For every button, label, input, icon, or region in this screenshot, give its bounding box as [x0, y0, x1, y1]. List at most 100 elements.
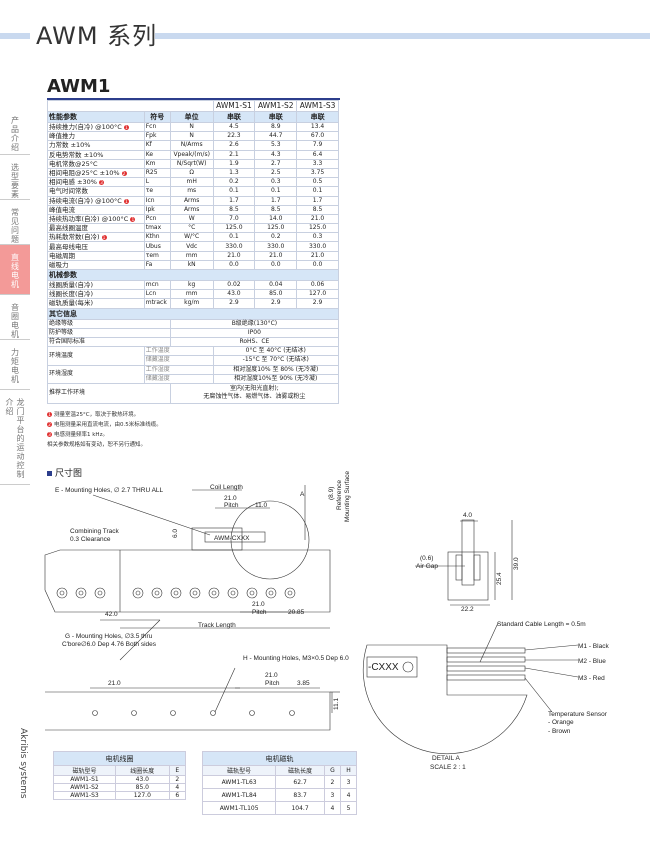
mounting-hole-inner: [268, 590, 274, 596]
cell: 62.7: [275, 775, 325, 789]
perf-header-row: 性能参数 符号 单位 串联 串联 串联: [47, 111, 339, 123]
cell: 2: [168, 775, 187, 784]
symbol: Km: [143, 158, 171, 169]
value: 125.0: [296, 223, 339, 234]
column-header: H: [340, 765, 357, 776]
sidebar-item[interactable]: 直线电机: [0, 245, 30, 295]
label-pitch-2: Pitch: [252, 609, 267, 616]
sidebar-item-label: 直线电机: [10, 253, 20, 289]
table-row: 持续电流(自冷) @100°C 1 Icn Arms 1.7 1.7 1.7: [47, 195, 339, 206]
cell: AWM1-TL84: [201, 788, 277, 802]
label-detail-a: DETAIL A: [432, 755, 460, 762]
label-42: 42.0: [105, 611, 118, 618]
value: 0.1: [296, 186, 339, 197]
label-pitch: Pitch: [224, 502, 239, 509]
spec-table: AWM1-S1 AWM1-S2 AWM1-S3 性能参数 符号 单位 串联 串联 串联 持续推力(…: [47, 100, 340, 404]
note: 相关参数规格如有变动，恕不另行通知。: [47, 442, 147, 448]
label-h-holes: H - Mounting Holes, M3×0.5 Dep 6.0: [243, 655, 349, 662]
section-body: [447, 551, 489, 601]
table-row: 最高线圈温度 tmax °C 125.0 125.0 125.0: [47, 223, 339, 234]
page-title: AWM 系列: [36, 22, 158, 50]
table-row: 力常数 ±10% Kf N/Arms 2.6 5.3 7.9: [47, 140, 339, 151]
mounting-hole: [246, 587, 258, 599]
label-22-2: 22.2: [461, 606, 474, 613]
label-pitch-val: 21.0: [224, 495, 237, 502]
sidebar-item-label: 常见问题: [10, 208, 20, 244]
table-row: AWM1-TL84 83.7 3 4: [201, 788, 357, 802]
mounting-hole: [284, 587, 296, 599]
value: 相对湿度10%至 90% (无冷凝): [212, 373, 340, 384]
label-4: 4.0: [463, 512, 472, 519]
table-row: AWM1-S1 43.0 2: [53, 775, 187, 784]
header-bar-left: [0, 33, 30, 39]
label-39: 39.0: [513, 557, 520, 570]
mounting-hole-inner: [211, 590, 217, 596]
table-row: 最高母线电压 Ubus Vdc 330.0 330.0 330.0: [47, 241, 339, 252]
mounting-hole: [170, 587, 182, 599]
label-m1: M1 - Black: [578, 643, 609, 650]
label-ref2: Reference: [336, 480, 343, 510]
rail-hole: [249, 710, 255, 716]
brand-logo: Akribis systems: [18, 728, 28, 799]
table-row: 磁吸力 Fa kN 0.0 0.0 0.0: [47, 259, 339, 271]
sidebar-item[interactable]: 力矩电机: [0, 340, 30, 390]
value: 21.0: [296, 213, 339, 225]
sidebar-item[interactable]: 选型要素: [0, 155, 30, 200]
note-badge: 1: [123, 198, 129, 204]
track-table: 电机磁轨 磁轨型号 磁轨长度 G H AWM1-TL63 62.7 2 3 AWM1-TL84 83…: [201, 751, 357, 815]
symbol: Ipk: [143, 204, 171, 215]
note: 1 测量室温25°C，取决于散热环境。: [47, 412, 140, 418]
value: 7.9: [296, 140, 339, 151]
table-row: 相间电阻@25°C ±10% 2 R25 Ω 1.3 2.5 3.75: [47, 167, 339, 179]
value: 67.0: [296, 131, 339, 142]
label-track-length: Track Length: [198, 622, 236, 629]
model-underline: [47, 98, 340, 100]
symbol: Ubus: [143, 241, 171, 252]
sidebar-item[interactable]: 龙门平台的运动控制介绍: [0, 390, 30, 485]
cell: AWM1-TL63: [201, 775, 277, 789]
sidebar-item[interactable]: 产品介绍: [0, 108, 30, 155]
note: 2 电阻测量采用直流电流，由0.5米标准线缆。: [47, 422, 162, 428]
label-25-4: 25.4: [496, 572, 503, 585]
rail-hole: [210, 710, 216, 716]
cell: 3: [323, 788, 342, 802]
mounting-hole-inner: [135, 590, 141, 596]
symbol: Kf: [143, 140, 171, 151]
cell: 127.0: [114, 791, 170, 800]
rail-hole: [92, 710, 98, 716]
mounting-hole: [208, 587, 220, 599]
table-row: 反电势常数 ±10% Ke Vpeak/(m/s) 2.1 4.3 6.4: [47, 149, 339, 160]
cell: AWM1-S1: [53, 775, 116, 784]
label-21-pitch: 21.0: [265, 672, 278, 679]
leader-e: [92, 494, 211, 536]
note-badge: 1: [101, 235, 107, 241]
cell: 4: [168, 783, 187, 792]
label-3-85: 3.85: [297, 680, 310, 687]
cell: AWM1-S2: [53, 783, 116, 792]
label-coil-length: Coil Length: [210, 484, 243, 491]
label-temp: Temperature Sensor: [548, 711, 608, 718]
label-g-holes-2: C'bore∅6.0 Dep 4.76 Both sides: [62, 641, 157, 648]
note-badge: 1: [123, 125, 129, 131]
mounting-hole: [56, 587, 68, 599]
label-m2: M2 - Blue: [578, 658, 606, 665]
label-airgap: Air Gap: [416, 563, 438, 570]
track-holes: [56, 587, 296, 599]
mounting-hole-inner: [249, 590, 255, 596]
cell: 4: [340, 788, 357, 802]
label-clearance: 0.3 Clearance: [70, 536, 111, 543]
table-row: 电气时间常数 τe ms 0.1 0.1 0.1: [47, 186, 339, 197]
table-row: 热耗散常数(自冷) 1 Kthn W/°C 0.1 0.2 0.3: [47, 232, 339, 243]
label-m3: M3 - Red: [578, 675, 605, 682]
sidebar-item[interactable]: 常见问题: [0, 200, 30, 245]
model-title: AWM1: [47, 76, 111, 97]
leader-g: [119, 619, 161, 661]
cell: 5: [340, 801, 357, 815]
mounting-hole: [132, 587, 144, 599]
label-orange: - Orange: [548, 719, 574, 726]
sidebar-item[interactable]: 音圈电机: [0, 295, 30, 340]
value: 6.4: [296, 149, 339, 160]
column-header: 线圈长度: [114, 765, 170, 776]
detail-circle: [230, 500, 310, 580]
column-header: 磁轨长度: [275, 765, 325, 776]
